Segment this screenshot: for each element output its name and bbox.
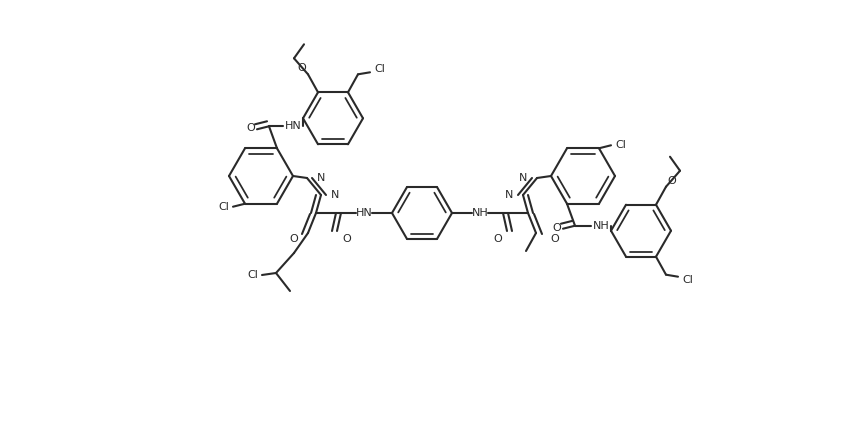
Text: N: N — [331, 190, 339, 200]
Text: N: N — [518, 173, 527, 183]
Text: O: O — [668, 176, 676, 186]
Text: O: O — [493, 234, 502, 244]
Text: Cl: Cl — [615, 140, 626, 150]
Text: O: O — [246, 123, 255, 133]
Text: NH: NH — [592, 221, 609, 231]
Text: Cl: Cl — [247, 270, 258, 280]
Text: HN: HN — [284, 121, 301, 131]
Text: O: O — [552, 223, 561, 233]
Text: N: N — [317, 173, 326, 183]
Text: NH: NH — [472, 208, 489, 218]
Text: Cl: Cl — [218, 202, 229, 212]
Text: O: O — [289, 234, 299, 244]
Text: O: O — [298, 63, 306, 73]
Text: O: O — [550, 234, 559, 244]
Text: Cl: Cl — [374, 64, 385, 74]
Text: Cl: Cl — [682, 274, 693, 285]
Text: O: O — [342, 234, 351, 244]
Text: HN: HN — [355, 208, 372, 218]
Text: N: N — [505, 190, 513, 200]
